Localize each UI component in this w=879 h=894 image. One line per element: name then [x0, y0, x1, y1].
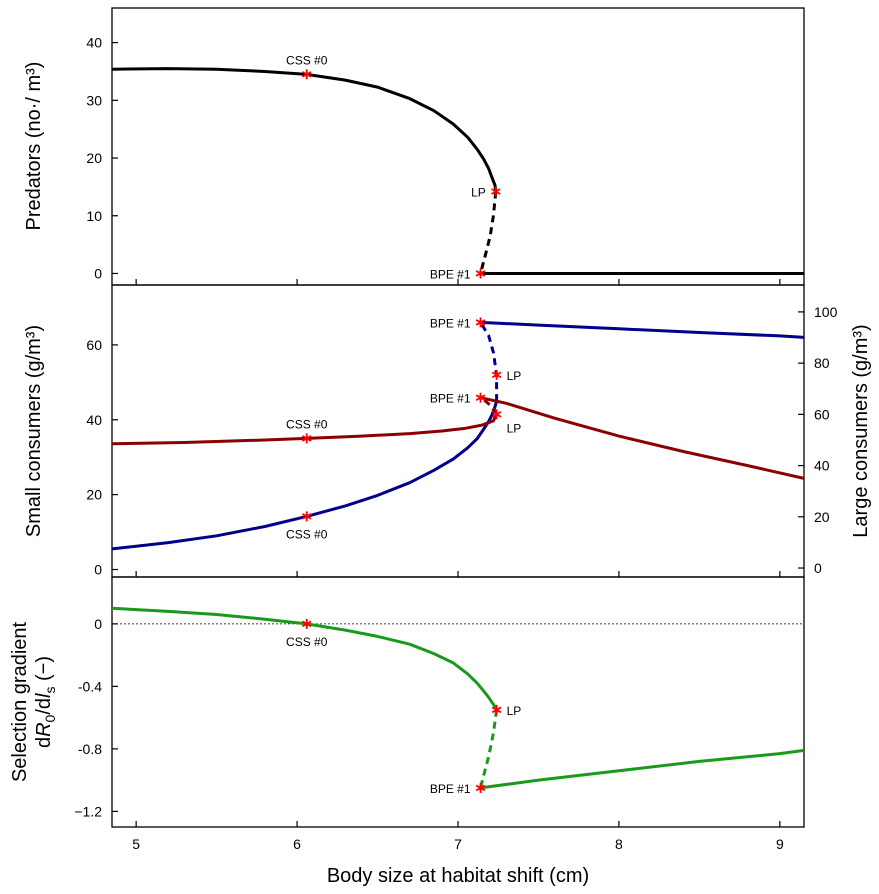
- y-tick-label: -0.8: [78, 741, 102, 757]
- middle-series-line: [479, 396, 498, 416]
- bifurcation-point-label: LP: [507, 369, 522, 383]
- y-tick-label: 40: [86, 35, 102, 51]
- marker-stroke: [475, 270, 486, 277]
- bottom-series-line: [480, 748, 805, 790]
- bifurcation-point-marker: [491, 704, 502, 715]
- bifurcation-points: CSS #0 LP BPE #1 BPE #1 LP CSS #0 BPE #1 LP CSS …: [286, 53, 521, 796]
- x-tick-label: 8: [615, 836, 623, 852]
- marker-stroke: [475, 319, 486, 326]
- bifurcation-point-marker: [475, 392, 486, 403]
- y-tick-label: 20: [86, 487, 102, 503]
- y-tick-label: 60: [86, 337, 102, 353]
- bifurcation-point-label: CSS #0: [286, 53, 328, 67]
- x-tick-label: 9: [776, 836, 784, 852]
- ylabel-subs: s: [42, 687, 58, 694]
- bifurcation-point-label: BPE #1: [430, 316, 471, 330]
- marker-stroke: [475, 784, 486, 792]
- y-tick-label: 0: [94, 562, 102, 578]
- marker-stroke: [491, 706, 502, 714]
- x-tick-label: 6: [293, 836, 301, 852]
- middle-y-axis-title: Small consumers (g/m³): [23, 325, 45, 537]
- y-tick-label: 20: [86, 150, 102, 166]
- y2-tick-label: 0: [814, 560, 822, 576]
- marker-stroke: [301, 71, 312, 78]
- y-tick-label: -0.4: [78, 678, 102, 694]
- y-tick-label: 10: [86, 208, 102, 224]
- bottom-y-axis-title-line2: dR0/dls (−): [33, 656, 58, 748]
- y2-tick-label: 80: [814, 355, 830, 371]
- marker-stroke: [301, 435, 312, 442]
- bifurcation-point-label: LP: [507, 421, 522, 435]
- marker-stroke: [475, 394, 486, 401]
- top-y-axis-title: Predators (no·/ m³): [23, 62, 45, 231]
- ylabel-l: l: [33, 693, 55, 698]
- bifurcation-point-marker: [491, 409, 502, 420]
- bifurcation-point-label: CSS #0: [286, 417, 328, 431]
- top-series-line: [479, 191, 498, 274]
- y2-tick-label: 20: [814, 509, 830, 525]
- y2-tick-label: 40: [814, 458, 830, 474]
- curves: [111, 67, 805, 790]
- top-panel-frame: [111, 7, 805, 286]
- bifurcation-point-label: CSS #0: [286, 635, 328, 649]
- ylabel-d1: d: [33, 737, 55, 748]
- bifurcation-point-label: BPE #1: [430, 782, 471, 796]
- bottom-series-line: [479, 709, 499, 789]
- marker-stroke: [301, 513, 312, 520]
- y2-tick-label: 60: [814, 406, 830, 422]
- bifurcation-point-marker: [475, 317, 486, 328]
- bifurcation-point-label: BPE #1: [430, 392, 471, 406]
- middle-series-line: [111, 400, 499, 551]
- ylabel-post: (−): [33, 656, 55, 687]
- bifurcation-point-marker: [301, 69, 312, 80]
- y2-tick-label: 100: [814, 304, 838, 320]
- ylabel-R: R: [33, 722, 55, 736]
- marker-stroke: [491, 371, 502, 379]
- bifurcation-point-label: CSS #0: [286, 527, 328, 541]
- bifurcation-point-marker: [491, 369, 502, 380]
- y-tick-label: −1.2: [74, 803, 102, 819]
- middle-series-line: [111, 413, 498, 446]
- bifurcation-point-label: BPE #1: [430, 267, 471, 281]
- ylabel-mid: /d: [33, 698, 55, 715]
- bifurcation-point-label: LP: [507, 704, 522, 718]
- bifurcation-point-marker: [475, 782, 486, 793]
- bottom-y-axis-title-line1: Selection gradient: [9, 622, 31, 783]
- y-tick-label: 40: [86, 412, 102, 428]
- x-tick-label: 7: [454, 836, 462, 852]
- bifurcation-point-label: LP: [471, 186, 486, 200]
- middle-series-line: [480, 320, 805, 339]
- top-series-line: [111, 67, 498, 192]
- y-tick-label: 30: [86, 92, 102, 108]
- marker-stroke: [491, 411, 502, 418]
- bifurcation-point-marker: [301, 618, 312, 629]
- bifurcation-point-marker: [475, 268, 486, 279]
- axis-ticks: 5 6 7 8 9 0 10 20 30 40 0 20 40 60 0 20 40 60 80 100 0 -0.4 -0…: [74, 35, 837, 852]
- bifurcation-point-marker: [301, 433, 312, 444]
- middle-series-line: [479, 321, 499, 402]
- middle-series-line: [480, 396, 805, 480]
- bifurcation-point-marker: [301, 511, 312, 522]
- middle-right-y-axis-title: Large consumers (g/m³): [850, 324, 872, 537]
- y-tick-label: 0: [94, 616, 102, 632]
- x-tick-label: 5: [132, 836, 140, 852]
- ylabel-sub0: 0: [42, 714, 58, 722]
- y-tick-label: 0: [94, 265, 102, 281]
- marker-stroke: [301, 620, 312, 628]
- x-axis-title: Body size at habitat shift (cm): [327, 865, 589, 887]
- bifurcation-point-marker: [491, 186, 501, 197]
- bottom-series-line: [111, 606, 498, 711]
- marker-stroke: [491, 188, 501, 195]
